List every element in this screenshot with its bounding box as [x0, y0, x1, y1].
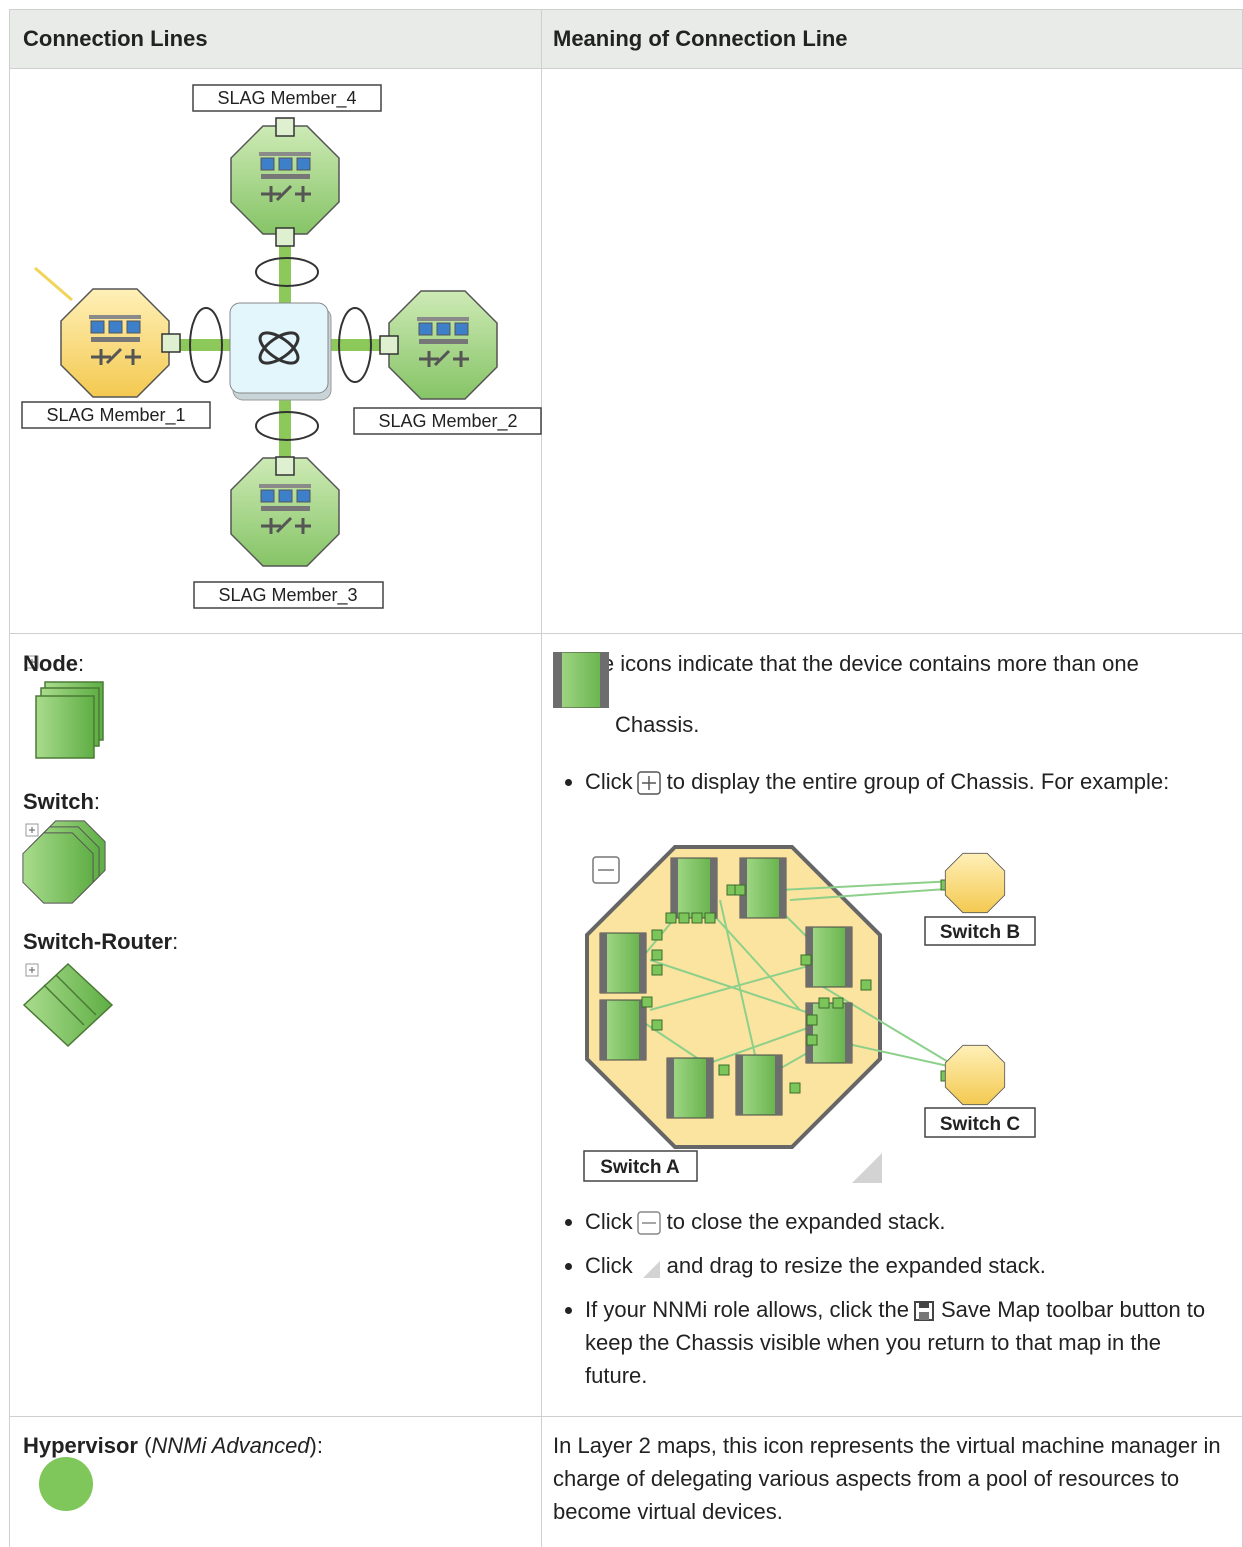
- expand-icon: [636, 771, 661, 795]
- name: Switch: [23, 789, 94, 814]
- name: Hypervisor: [23, 1433, 138, 1458]
- rule: [9, 9, 1243, 10]
- text: If your NNMi role allows, click the: [585, 1297, 909, 1322]
- icon-label: Switch:: [23, 785, 100, 818]
- bullet: If your NNMi role allows, click theSave …: [585, 1293, 1225, 1392]
- punct: :: [93, 789, 101, 814]
- diagram-label: SLAG Member_4: [217, 88, 356, 109]
- diagram-label: SLAG Member_2: [378, 411, 517, 432]
- column-header: Meaning of Connection Line: [553, 26, 848, 51]
- paragraph: In Layer 2 maps, this icon represents th…: [553, 1433, 1221, 1524]
- diagram-label: SLAG Member_1: [46, 405, 185, 426]
- diagram-label: Switch B: [940, 922, 1020, 943]
- text: to close the expanded stack.: [666, 1209, 946, 1234]
- chassis-icon: [553, 652, 609, 708]
- diagram-label: Switch C: [940, 1114, 1021, 1135]
- name: Switch-Router: [23, 929, 173, 954]
- rule: [9, 633, 1243, 634]
- punct: (: [144, 1433, 152, 1458]
- text: Click: [585, 769, 633, 794]
- icon-label: Hypervisor (NNMi Advanced):: [23, 1429, 323, 1462]
- icon-label: Switch-Router:: [23, 925, 178, 958]
- punct: ):: [309, 1433, 323, 1458]
- bullet: Click and drag to resize the expanded sta…: [585, 1249, 1225, 1282]
- header-bg: [9, 9, 1243, 68]
- rule: [9, 1416, 1243, 1417]
- text: to display the entire group of Chassis. …: [666, 769, 1170, 794]
- punct: :: [172, 929, 179, 954]
- text: Click: [585, 1209, 633, 1234]
- diagram-label: Switch A: [600, 1157, 680, 1178]
- bullet-list: Click to display the entire group of Chas…: [563, 765, 1225, 809]
- paragraph: These icons indicate that the device con…: [553, 651, 1139, 676]
- text: Save Map toolbar button to keep the Chas…: [585, 1297, 1206, 1388]
- rule: [541, 9, 542, 1547]
- bullet-list: Click to close the expanded stack. Click a…: [563, 1205, 1225, 1403]
- name: Node: [23, 651, 78, 676]
- rule: [9, 68, 1243, 69]
- punct: :: [78, 651, 85, 676]
- bullet: Click to close the expanded stack.: [585, 1205, 1225, 1238]
- column-header: Connection Lines: [23, 26, 208, 51]
- icon-label: Node:: [23, 647, 84, 680]
- bullet: Click to display the entire group of Chas…: [585, 765, 1225, 798]
- diagram-label: SLAG Member_3: [218, 585, 357, 606]
- rule: [9, 9, 10, 1547]
- paragraph: Chassis.: [615, 712, 700, 737]
- text: and drag to resize the expanded stack.: [666, 1253, 1046, 1278]
- text: Click: [585, 1253, 633, 1278]
- save-icon: [913, 1301, 934, 1322]
- collapse-icon: [636, 1211, 661, 1235]
- resize-icon: [642, 1261, 660, 1279]
- edition: NNMi Advanced: [151, 1433, 310, 1458]
